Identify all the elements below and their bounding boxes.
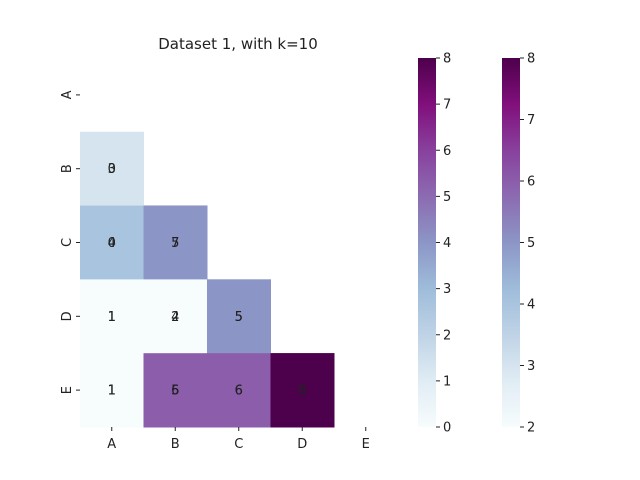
cell-annotation-layer1-ED: 8 (298, 384, 306, 399)
heatmap-cell-layer2-EA (80, 353, 144, 428)
colorbar-tick-label: 3 (443, 282, 451, 297)
colorbar-tick-label: 7 (527, 113, 535, 128)
chart-title: Dataset 1, with k=10 (158, 35, 318, 53)
cell-annotation-layer2-EA: 1 (108, 384, 116, 399)
cell-annotation-layer2-DC: 5 (235, 310, 243, 325)
y-tick-label: E (60, 386, 75, 394)
cell-annotation-layer2-BA: 3 (108, 162, 116, 177)
heatmap-cell-layer2-DC (207, 279, 271, 354)
heatmap-cell-layer2-ED (270, 353, 335, 428)
cell-annotation-layer2-CA: 4 (108, 236, 116, 251)
colorbar-tick-label: 4 (443, 236, 451, 251)
colorbar-tick-label: 1 (443, 374, 451, 389)
cell-annotation-layer2-DB: 2 (171, 310, 179, 325)
x-tick-label: A (107, 437, 116, 452)
heatmap-cell-layer2-EC (207, 353, 271, 428)
cell-annotation-layer2-ED: 8 (298, 384, 306, 399)
cell-annotation-layer2-EB: 6 (171, 384, 179, 399)
cell-annotation-layer2-DA: 1 (108, 310, 116, 325)
cell-annotation-layer1-EC: 6 (235, 384, 243, 399)
cell-annotation-layer1-DA: 1 (108, 310, 116, 325)
colorbar-gradient (418, 58, 436, 427)
colorbar-tick-label: 0 (443, 421, 451, 436)
cell-annotation-layer1-EB: 5 (171, 384, 179, 399)
cell-annotation-layer1-CA: 0 (108, 236, 116, 251)
colorbar-tick-label: 2 (527, 421, 535, 436)
colorbar-tick-label: 8 (527, 52, 535, 67)
cell-annotation-layer1-BA: 0 (108, 162, 116, 177)
heatmap-cell-layer2-EB (143, 353, 208, 428)
heatmap-cell-layer2-DB (143, 279, 208, 354)
heatmap-cell-layer2-CB (143, 205, 208, 280)
colorbar-tick-label: 4 (527, 298, 535, 313)
y-tick-label: B (60, 164, 75, 173)
heatmap-cell-layer2-CA (80, 205, 144, 280)
x-tick-label: B (171, 437, 180, 452)
x-tick-label: C (234, 437, 243, 452)
colorbar-tick-label: 5 (443, 190, 451, 205)
cell-annotation-layer1-EA: 1 (108, 384, 116, 399)
y-tick-label: C (60, 238, 75, 247)
cell-annotation-layer1-DB: 4 (171, 310, 179, 325)
y-tick-label: D (60, 311, 75, 321)
cell-annotation-layer1-DC: 5 (235, 310, 243, 325)
colorbar-tick-label: 6 (527, 175, 535, 190)
colorbar-tick-label: 3 (527, 359, 535, 374)
heatmap-annotations: 00 71 4 51 5 6 834 51 2 51 6 6 8 (108, 162, 307, 398)
colorbar-tick-label: 8 (443, 52, 451, 67)
colorbar-2: 2 3 4 5 6 7 8 (502, 52, 535, 436)
colorbar-tick-label: 5 (527, 236, 535, 251)
heatmap-cell-layer2-DA (80, 279, 144, 354)
heatmap-cells (80, 131, 335, 428)
colorbar-1: 0 1 2 3 4 5 6 7 8 (418, 52, 451, 436)
x-tick-label: D (297, 437, 307, 452)
cell-annotation-layer1-CB: 7 (171, 236, 179, 251)
heatmap-cell-layer2-BA (80, 131, 144, 207)
cell-annotation-layer2-EC: 6 (235, 384, 243, 399)
colorbar-gradient (502, 58, 520, 427)
y-tick-label: A (60, 90, 75, 99)
colorbar-tick-label: 6 (443, 144, 451, 159)
heatmap-axes: A B C D E A B C D E (60, 90, 370, 452)
colorbar-tick-label: 7 (443, 98, 451, 113)
cell-annotation-layer2-CB: 5 (171, 236, 179, 251)
colorbar-tick-label: 2 (443, 328, 451, 343)
x-tick-label: E (362, 437, 370, 452)
